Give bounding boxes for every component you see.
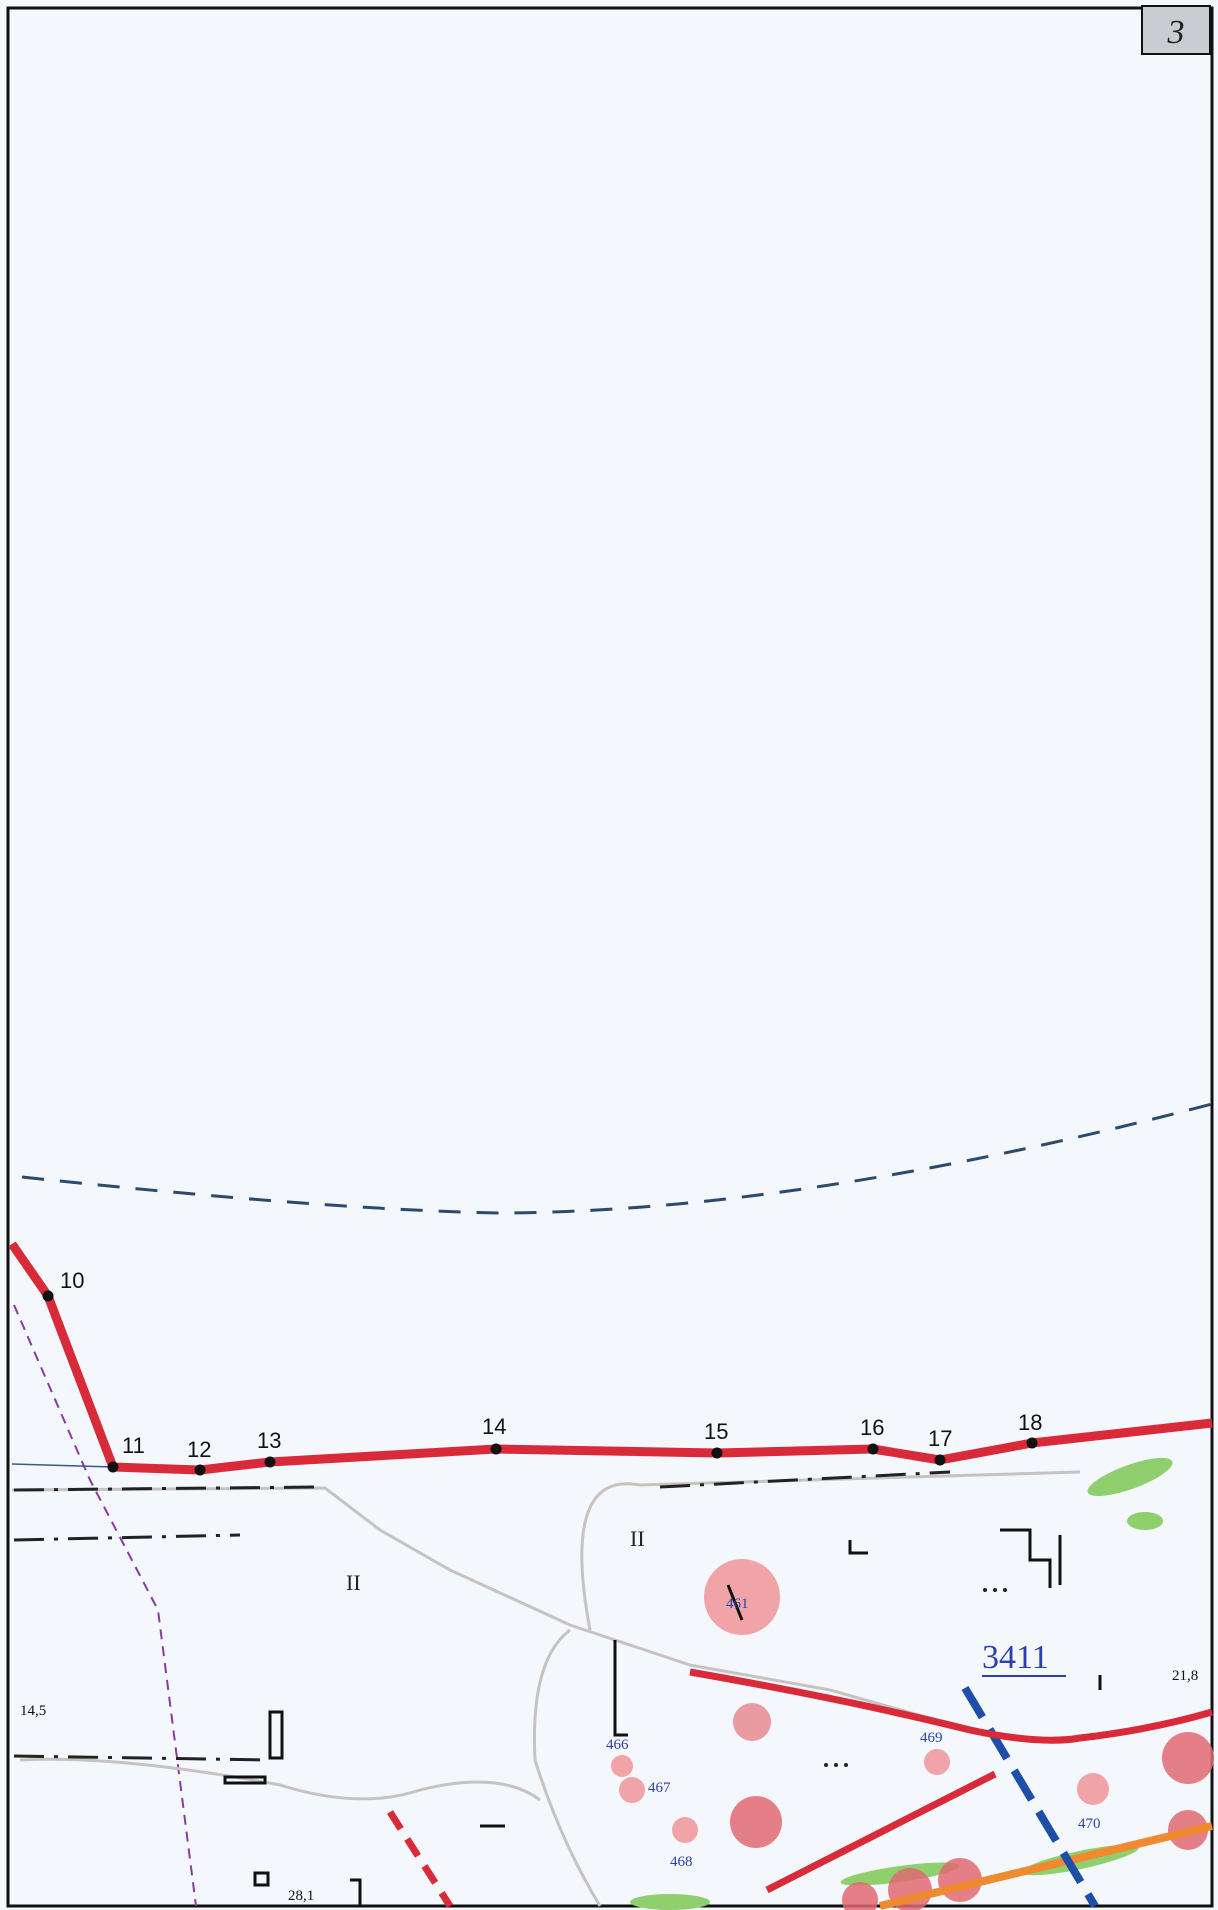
point-15-marker (711, 1447, 723, 1459)
point-16-label: 16 (860, 1415, 884, 1440)
thin-blue-line (11, 1463, 114, 1468)
object-467: 467 (648, 1780, 671, 1796)
heritage-zones (704, 1559, 1214, 1910)
roads (11, 1470, 1081, 1907)
point-13-label: 13 (257, 1428, 281, 1453)
elevation-bottom: 28,1 (288, 1888, 314, 1904)
zone-boundary-dashed (21, 1102, 1213, 1215)
object-469: 469 (920, 1730, 943, 1746)
point-16-marker (867, 1443, 879, 1455)
point-12-marker (194, 1464, 206, 1476)
purple-dashed-line (13, 1304, 197, 1907)
object-470: 470 (1078, 1816, 1101, 1832)
point-18-marker (1026, 1437, 1038, 1449)
point-17-marker (934, 1454, 946, 1466)
point-10-marker (42, 1290, 54, 1302)
point-12-label: 12 (187, 1437, 211, 1462)
point-14-marker (490, 1443, 502, 1455)
point-11-label: 11 (122, 1433, 145, 1458)
point-11-marker (107, 1461, 119, 1473)
point-14-label: 14 (482, 1414, 506, 1439)
forest-patches (630, 1457, 1173, 1910)
water-line (961, 1685, 1099, 1909)
point-10-label: 10 (60, 1268, 84, 1293)
building-symbols (223, 1528, 1102, 1906)
sheet-frame (6, 6, 1214, 1908)
boundary-point-markers (42, 1290, 1038, 1476)
monument-circles (611, 1749, 1109, 1843)
point-13-marker (264, 1456, 276, 1468)
dash-dot-lines (13, 1470, 951, 1762)
terrain-marks (824, 1588, 1007, 1767)
object-466: 466 (606, 1737, 629, 1753)
elevation-left: 14,5 (20, 1703, 46, 1719)
point-18-label: 18 (1018, 1410, 1042, 1435)
elevation-right: 21,8 (1172, 1668, 1198, 1684)
zone-label-center: II (630, 1526, 645, 1551)
point-15-label: 15 (704, 1419, 728, 1444)
zone-label-left: II (346, 1570, 361, 1595)
red-secondary-lines (387, 1668, 1213, 1908)
sheet-number-box: 3 (1141, 5, 1211, 55)
parcel-number: 3411 (982, 1639, 1049, 1676)
point-17-label: 17 (928, 1426, 952, 1451)
object-461: 461 (726, 1596, 749, 1612)
object-468: 468 (670, 1854, 693, 1870)
sheet-number: 3 (1167, 14, 1185, 51)
orange-line (879, 1822, 1213, 1910)
